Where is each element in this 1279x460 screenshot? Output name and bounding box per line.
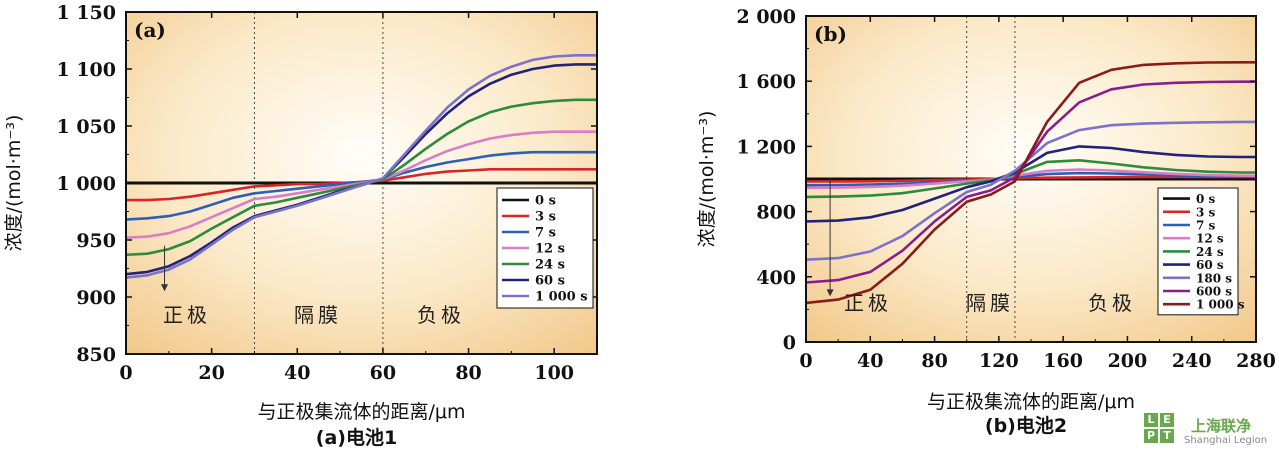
x-tick-label: 80 bbox=[921, 350, 947, 372]
legend-entry: 60 s bbox=[1196, 258, 1224, 272]
x-tick-label: 280 bbox=[1236, 350, 1276, 372]
y-tick-label: 0 bbox=[783, 332, 796, 354]
watermark-text-en: Shanghai Legion bbox=[1184, 435, 1268, 446]
region-label: 负极 bbox=[417, 303, 465, 327]
region-label: 隔膜 bbox=[966, 291, 1014, 315]
legend-entry: 0 s bbox=[1196, 192, 1216, 206]
x-tick-label: 200 bbox=[1108, 350, 1148, 372]
logo-letter: E bbox=[1160, 413, 1174, 427]
y-tick-label: 400 bbox=[756, 267, 796, 289]
panel-label: (a) bbox=[134, 18, 166, 42]
series-line bbox=[805, 61, 1256, 305]
y-tick-label: 1 150 bbox=[57, 2, 117, 24]
trend-arrow-head bbox=[826, 289, 834, 297]
region-label: 正极 bbox=[163, 303, 211, 327]
y-tick-label: 1 600 bbox=[737, 71, 797, 93]
series-line bbox=[125, 54, 597, 279]
watermark-logo: L E P T 上海联净 Shanghai Legion bbox=[1144, 413, 1276, 453]
y-axis-label: 浓度/(mol·m⁻³) bbox=[3, 115, 25, 252]
x-tick-label: 0 bbox=[119, 362, 132, 384]
legend-entry: 12 s bbox=[535, 242, 565, 257]
logo-letter: P bbox=[1144, 429, 1158, 443]
x-tick-label: 100 bbox=[534, 362, 574, 384]
x-tick-label: 240 bbox=[1172, 350, 1212, 372]
legend-entry: 7 s bbox=[535, 226, 556, 241]
logo-letter: L bbox=[1144, 413, 1158, 427]
x-axis-label: 与正极集流体的距离/μm bbox=[927, 391, 1135, 413]
y-tick-label: 950 bbox=[76, 230, 116, 252]
x-tick-label: 40 bbox=[284, 362, 310, 384]
legend-entry: 1 000 s bbox=[1196, 298, 1245, 312]
region-label: 负极 bbox=[1088, 291, 1136, 315]
series-line bbox=[805, 159, 1256, 199]
series-line bbox=[805, 80, 1256, 284]
series-line bbox=[805, 168, 1256, 190]
legend-entry: 3 s bbox=[1196, 205, 1216, 219]
y-tick-label: 1 200 bbox=[737, 136, 797, 158]
chart-panel-a: 正极 隔膜 负极 0 20 40 60 80 100 850 900 950 1 000 1 050 1 1… bbox=[3, 2, 598, 449]
x-tick-label: 40 bbox=[857, 350, 883, 372]
legend-entry: 1 000 s bbox=[535, 290, 588, 305]
x-axis-label: 与正极集流体的距离/μm bbox=[258, 401, 466, 423]
legend-entry: 7 s bbox=[1196, 219, 1216, 233]
region-label: 隔膜 bbox=[294, 303, 342, 327]
series-line bbox=[805, 120, 1256, 261]
y-tick-label: 800 bbox=[756, 202, 796, 224]
x-tick-label: 0 bbox=[799, 350, 812, 372]
x-tick-label: 80 bbox=[455, 362, 481, 384]
panel-caption: (b)电池2 bbox=[985, 414, 1067, 437]
y-tick-label: 850 bbox=[76, 344, 116, 366]
logo-letter: T bbox=[1160, 429, 1174, 443]
legend-entry: 12 s bbox=[1196, 232, 1224, 246]
y-tick-label: 1 000 bbox=[57, 173, 117, 195]
panel-caption: (a)电池1 bbox=[316, 426, 397, 449]
legend-entry: 600 s bbox=[1196, 285, 1232, 299]
x-tick-label: 60 bbox=[370, 362, 396, 384]
y-tick-label: 900 bbox=[76, 287, 116, 309]
y-tick-label: 2 000 bbox=[737, 6, 797, 28]
chart-panel-b: 正极 隔膜 负极 0 40 80 120 160 200 240 280 0 400 800 1 200 1 … bbox=[696, 6, 1276, 437]
x-tick-label: 20 bbox=[198, 362, 224, 384]
trend-arrow-head bbox=[161, 284, 169, 292]
watermark-text-cn: 上海联净 bbox=[1191, 417, 1252, 435]
region-label: 正极 bbox=[844, 291, 892, 315]
x-tick-label: 160 bbox=[1043, 350, 1083, 372]
legend-entry: 3 s bbox=[535, 210, 556, 225]
y-tick-label: 1 050 bbox=[57, 116, 117, 138]
series-line bbox=[805, 145, 1256, 223]
y-tick-label: 1 100 bbox=[57, 59, 117, 81]
legend-entry: 24 s bbox=[535, 258, 565, 273]
legend-entry: 180 s bbox=[1196, 271, 1232, 285]
x-tick-label: 120 bbox=[979, 350, 1019, 372]
panel-label: (b) bbox=[814, 22, 847, 46]
y-axis-label: 浓度/(mol·m⁻³) bbox=[696, 111, 718, 248]
legend-entry: 24 s bbox=[1196, 245, 1224, 259]
legend-entry: 0 s bbox=[535, 194, 556, 209]
legend-entry: 60 s bbox=[535, 274, 565, 289]
